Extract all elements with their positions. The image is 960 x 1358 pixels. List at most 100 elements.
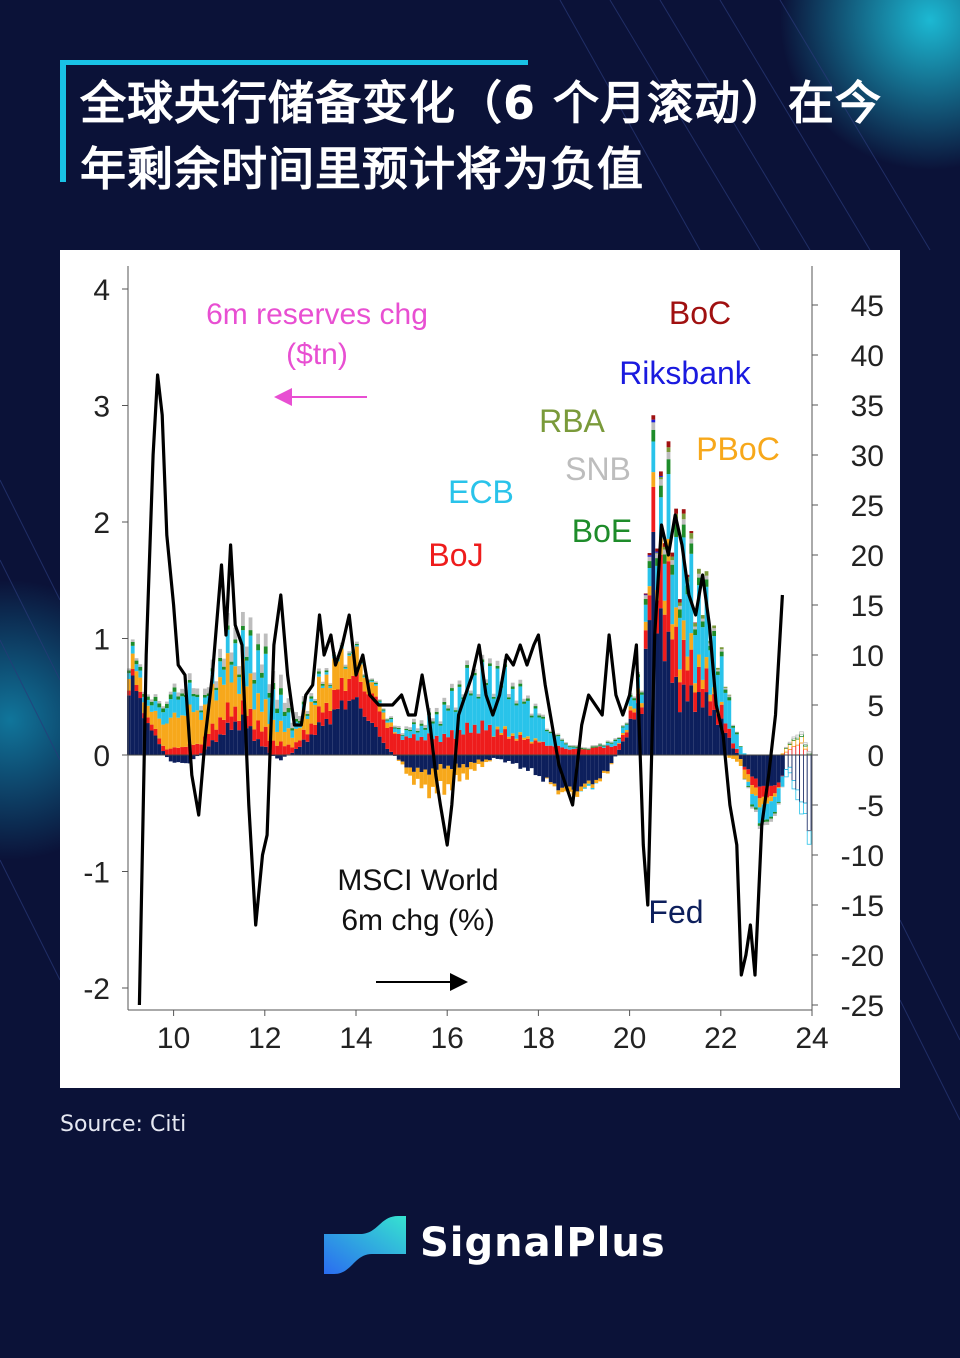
bar-segment-pboc — [689, 633, 694, 650]
bar-segment-boe — [640, 692, 644, 695]
bar-segment-boj — [552, 746, 557, 755]
bar-segment-snb — [803, 742, 808, 745]
bar-segment-fed — [423, 755, 428, 770]
bar-segment-rba — [681, 513, 686, 520]
bar-segment-fed — [229, 729, 234, 755]
bar-segment-boe — [377, 700, 382, 702]
bar-segment-boe — [533, 706, 538, 709]
bar-segment-boj — [526, 738, 530, 755]
bar-segment-snb — [773, 813, 777, 817]
bar-segment-boj — [529, 743, 534, 755]
bar-segment-ecb — [309, 698, 314, 702]
y-right-tick-label: -10 — [841, 840, 884, 873]
bar-segment-boj — [484, 730, 489, 755]
bar-segment-boe — [127, 670, 131, 674]
bar-segment-boe — [526, 698, 530, 701]
signalplus-logo-icon — [324, 1216, 406, 1274]
bar-segment-boe — [735, 732, 739, 735]
bar-segment-fed — [385, 748, 390, 755]
y-left-tick-label: 2 — [93, 507, 110, 540]
bar-segment-boe — [731, 725, 736, 728]
bar-segment-ecb — [666, 474, 671, 539]
bar-segment-ecb — [716, 674, 720, 711]
bar-segment-boe — [564, 743, 568, 745]
bar-segment-boe — [362, 675, 367, 677]
bar-segment-ecb — [491, 698, 496, 737]
bar-segment-pboc — [605, 771, 610, 774]
bar-segment-pboc — [225, 653, 230, 703]
bar-segment-ecb — [571, 747, 576, 750]
bar-segment-pboc — [362, 677, 367, 692]
ticks-layer: 43210-1-2454035302520151050-5-10-15-20-2… — [83, 274, 884, 1055]
bar-segment-fed — [370, 722, 375, 755]
bar-segment-snb — [602, 744, 606, 746]
bar-segment-boe — [252, 679, 257, 684]
bar-segment-fed — [613, 755, 618, 757]
bar-segment-pboc — [431, 768, 435, 787]
label-boc: BoC — [669, 295, 731, 331]
bar-segment-pboc — [328, 688, 333, 711]
bar-segment-boj — [180, 747, 185, 755]
bar-segment-fed — [469, 755, 473, 763]
bar-segment-boj — [571, 749, 576, 755]
bar-segment-boe — [199, 710, 204, 713]
bar-segment-fed — [161, 751, 166, 755]
x-tick-label: 18 — [522, 1022, 555, 1055]
bar-segment-pboc — [172, 712, 177, 748]
bar-segment-ecb — [670, 574, 675, 625]
bar-segment-pboc — [370, 682, 375, 694]
bar-segment-fed — [438, 755, 443, 765]
bar-segment-boe — [750, 804, 755, 807]
bar-segment-ecb — [624, 724, 629, 731]
bar-segment-boc — [681, 509, 686, 514]
bar-segment-ecb — [678, 617, 682, 670]
bar-segment-boj — [773, 785, 777, 794]
bar-segment-snb — [153, 694, 158, 697]
bar-segment-fed — [773, 755, 777, 786]
bar-segment-fed — [294, 748, 299, 755]
bar-segment-boe — [279, 688, 283, 695]
bar-segment-snb — [279, 674, 283, 689]
bar-segment-ecb — [609, 743, 614, 747]
bar-segment-snb — [624, 722, 629, 724]
bar-segment-fed — [586, 755, 591, 781]
bar-segment-ecb — [750, 794, 755, 805]
bar-segment-boe — [472, 672, 477, 676]
bar-segment-boe — [545, 729, 549, 732]
bar-segment-ecb — [681, 537, 686, 621]
bar-segment-snb — [438, 721, 443, 724]
bar-segment-pboc — [423, 769, 428, 785]
bar-segment-fed — [176, 755, 181, 763]
bar-segment-fed — [624, 737, 629, 755]
bar-segment-boe — [681, 524, 686, 538]
bar-segment-snb — [719, 649, 724, 652]
bar-segment-boj — [469, 732, 473, 755]
bar-segment-boe — [157, 703, 162, 708]
bar-segment-fed — [518, 755, 523, 769]
bar-segment-ecb — [605, 742, 610, 746]
bar-segment-pboc — [195, 710, 200, 744]
bar-segment-fed — [765, 755, 770, 787]
bar-segment-boj — [567, 749, 572, 755]
bar-segment-snb — [149, 699, 154, 702]
bar-segment-snb — [514, 700, 519, 704]
bar-segment-ecb — [757, 807, 762, 824]
bar-segment-boj — [328, 710, 333, 725]
bar-segment-ecb — [537, 717, 542, 742]
bar-segment-fed — [476, 755, 481, 760]
bar-segment-fed — [214, 741, 219, 755]
bar-segment-boe — [556, 734, 561, 737]
bar-segment-boe — [484, 682, 489, 686]
bar-segment-boj — [377, 711, 382, 737]
bar-segment-ecb — [480, 662, 485, 721]
bar-segment-snb — [450, 683, 454, 689]
bar-segment-snb — [510, 682, 515, 687]
bar-segment-fed — [218, 734, 223, 755]
bar-segment-boj — [457, 730, 462, 755]
bar-segment-ecb — [389, 719, 394, 723]
bar-segment-boe — [415, 730, 420, 733]
bar-segment-ecb — [328, 686, 333, 689]
bar-segment-boe — [233, 639, 238, 644]
label-boe: BoE — [572, 513, 632, 549]
bar-segment-snb — [632, 696, 637, 699]
